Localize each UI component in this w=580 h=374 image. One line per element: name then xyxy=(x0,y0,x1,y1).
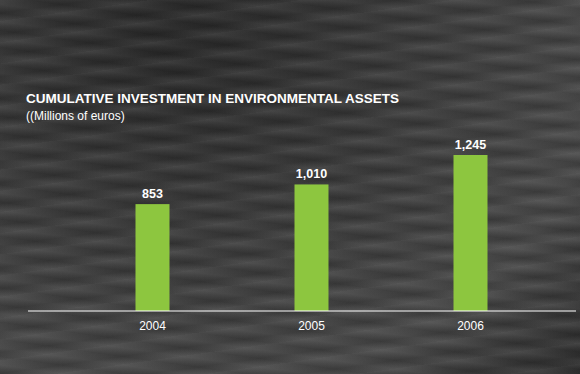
baseline xyxy=(28,310,576,311)
bars xyxy=(136,155,488,311)
x-tick-label: 2004 xyxy=(139,319,166,333)
data-label: 1,010 xyxy=(296,167,327,181)
subtitle: ((Millions of euros) xyxy=(26,109,125,123)
data-label: 1,245 xyxy=(455,138,486,152)
data-label: 853 xyxy=(142,187,163,201)
title: CUMULATIVE INVESTMENT IN ENVIRONMENTAL A… xyxy=(26,91,399,106)
bar xyxy=(295,184,329,311)
chart: CUMULATIVE INVESTMENT IN ENVIRONMENTAL A… xyxy=(0,0,580,374)
background xyxy=(0,0,580,374)
bar xyxy=(136,204,170,311)
x-tick-label: 2006 xyxy=(457,319,484,333)
x-tick-label: 2005 xyxy=(298,319,325,333)
bar xyxy=(454,155,488,311)
